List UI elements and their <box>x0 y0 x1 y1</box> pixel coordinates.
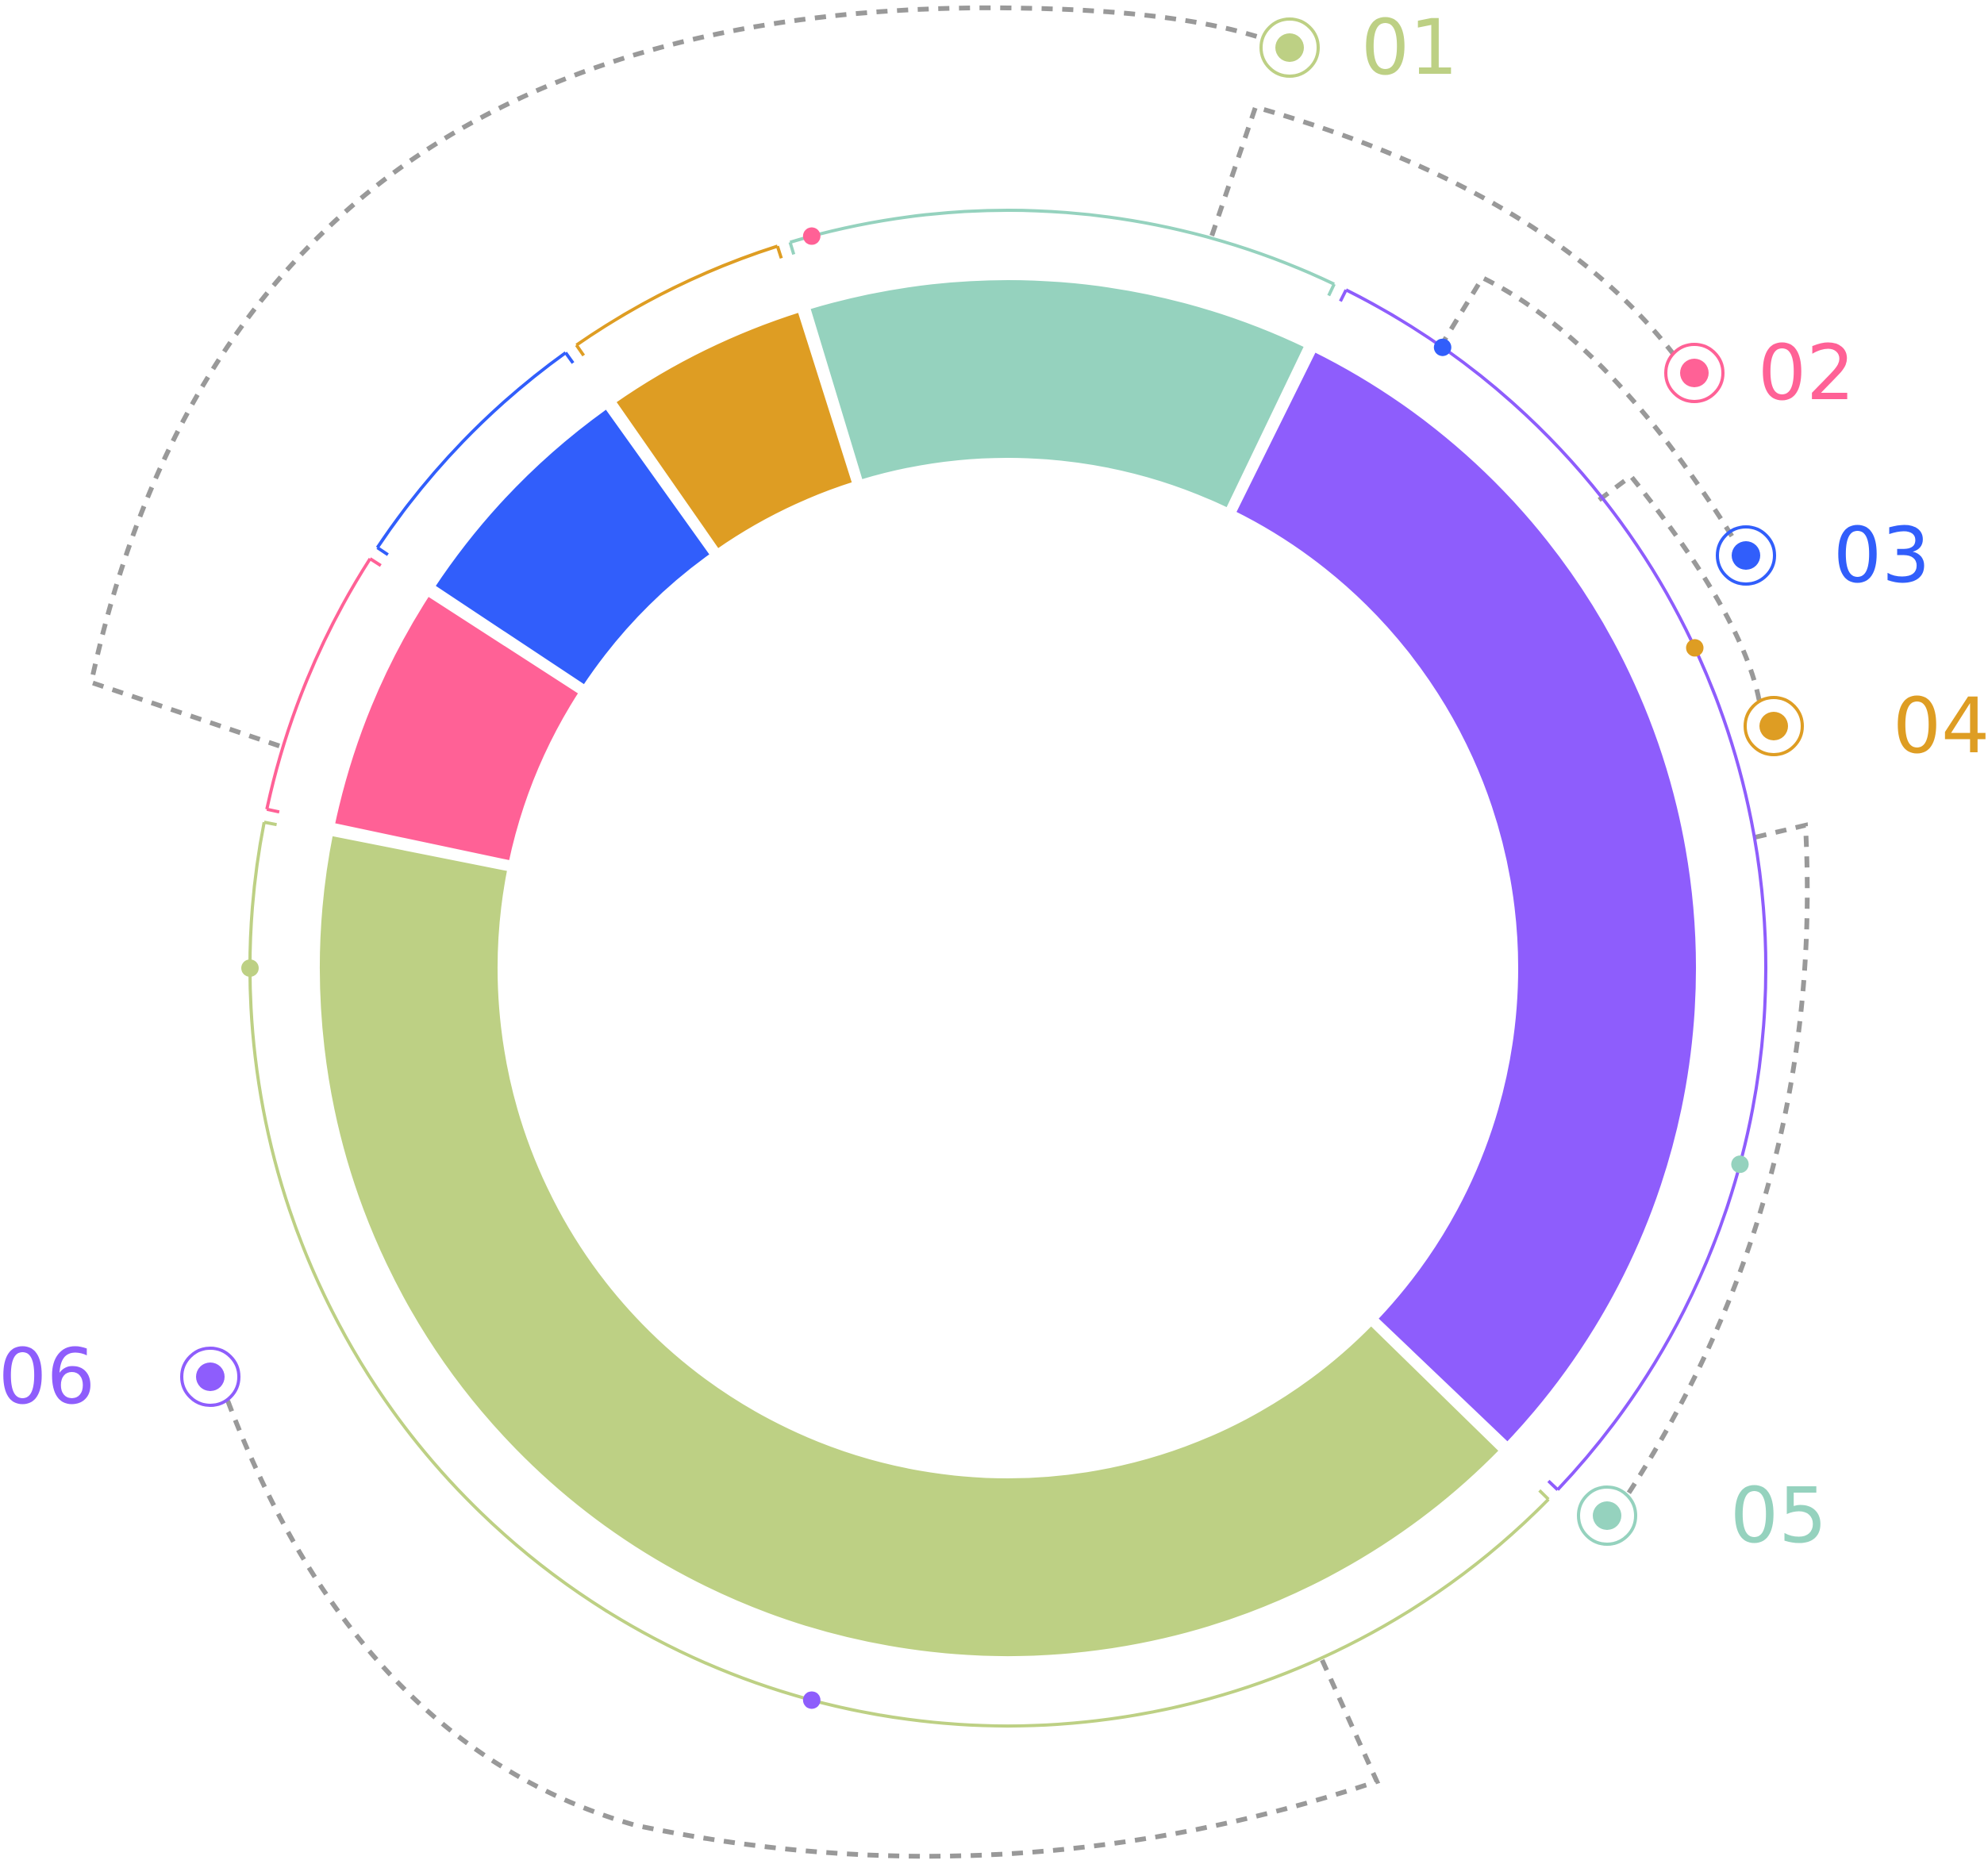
connector-03 <box>1438 275 1736 541</box>
arc-dot-03 <box>1433 338 1452 356</box>
label-dot-06 <box>196 1362 225 1391</box>
outer-arc-01 <box>248 821 1550 1728</box>
connector-04 <box>1598 472 1763 707</box>
arc-tick-04-start <box>575 344 586 357</box>
arc-dot-01 <box>241 959 259 977</box>
arc-tick-05-start <box>788 241 796 256</box>
donut-segment-03 <box>429 402 717 691</box>
donut-segment-02 <box>329 590 585 867</box>
donut-segment-04 <box>609 306 858 555</box>
arc-tick-06-start <box>1339 289 1348 302</box>
label-ring-05 <box>1577 1485 1637 1546</box>
outer-arc-03 <box>375 351 567 549</box>
label-markers <box>180 17 1804 1709</box>
segment-label-02: 02 <box>1758 329 1855 417</box>
label-ring-01 <box>1259 17 1320 78</box>
arc-tick-03-start <box>376 546 389 556</box>
label-ring-06 <box>180 1347 240 1407</box>
arc-tick-04-end <box>775 245 783 259</box>
donut-segment-01 <box>315 830 1505 1661</box>
donut-segment-06 <box>1230 346 1701 1448</box>
outer-arcs <box>248 209 1767 1728</box>
connector-02 <box>1209 104 1677 357</box>
connector-01 <box>88 5 1263 748</box>
arc-dot-05 <box>1731 1155 1749 1174</box>
connector-lines <box>88 5 1810 1859</box>
donut-segments <box>315 275 1701 1661</box>
arc-dot-04 <box>1686 639 1704 657</box>
label-dot-05 <box>1593 1501 1621 1530</box>
arc-tick-06-end <box>1547 1479 1559 1491</box>
label-ring-03 <box>1716 525 1776 586</box>
arc-dot-06 <box>802 1691 821 1709</box>
arc-tick-02-start <box>266 807 280 814</box>
label-dot-01 <box>1275 33 1304 62</box>
arc-tick-01-start <box>1538 1489 1550 1501</box>
label-ring-02 <box>1664 343 1725 403</box>
outer-arc-02 <box>265 557 372 810</box>
arc-tick-02-end <box>369 557 382 567</box>
segment-label-03: 03 <box>1833 511 1930 600</box>
arc-tick-01-end <box>263 821 277 827</box>
segment-label-01: 01 <box>1361 3 1458 92</box>
connector-06 <box>224 1395 1381 1859</box>
segment-label-04: 04 <box>1893 682 1988 771</box>
outer-arc-05 <box>789 209 1336 286</box>
outer-arc-04 <box>575 244 779 347</box>
segment-label-06: 06 <box>0 1332 95 1421</box>
label-dot-03 <box>1732 541 1760 570</box>
connector-05 <box>1625 822 1810 1497</box>
arc-dot-02 <box>802 227 821 245</box>
arc-tick-05-end <box>1327 283 1336 297</box>
arc-tick-03-end <box>564 352 575 364</box>
donut-segment-05 <box>805 275 1310 514</box>
label-dot-04 <box>1759 712 1788 740</box>
label-ring-04 <box>1744 696 1804 756</box>
label-dot-02 <box>1680 359 1709 387</box>
segment-labels: 01 02 03 04 05 06 <box>0 3 1988 1560</box>
outer-arc-06 <box>1345 288 1767 1491</box>
segment-label-05: 05 <box>1730 1471 1827 1560</box>
